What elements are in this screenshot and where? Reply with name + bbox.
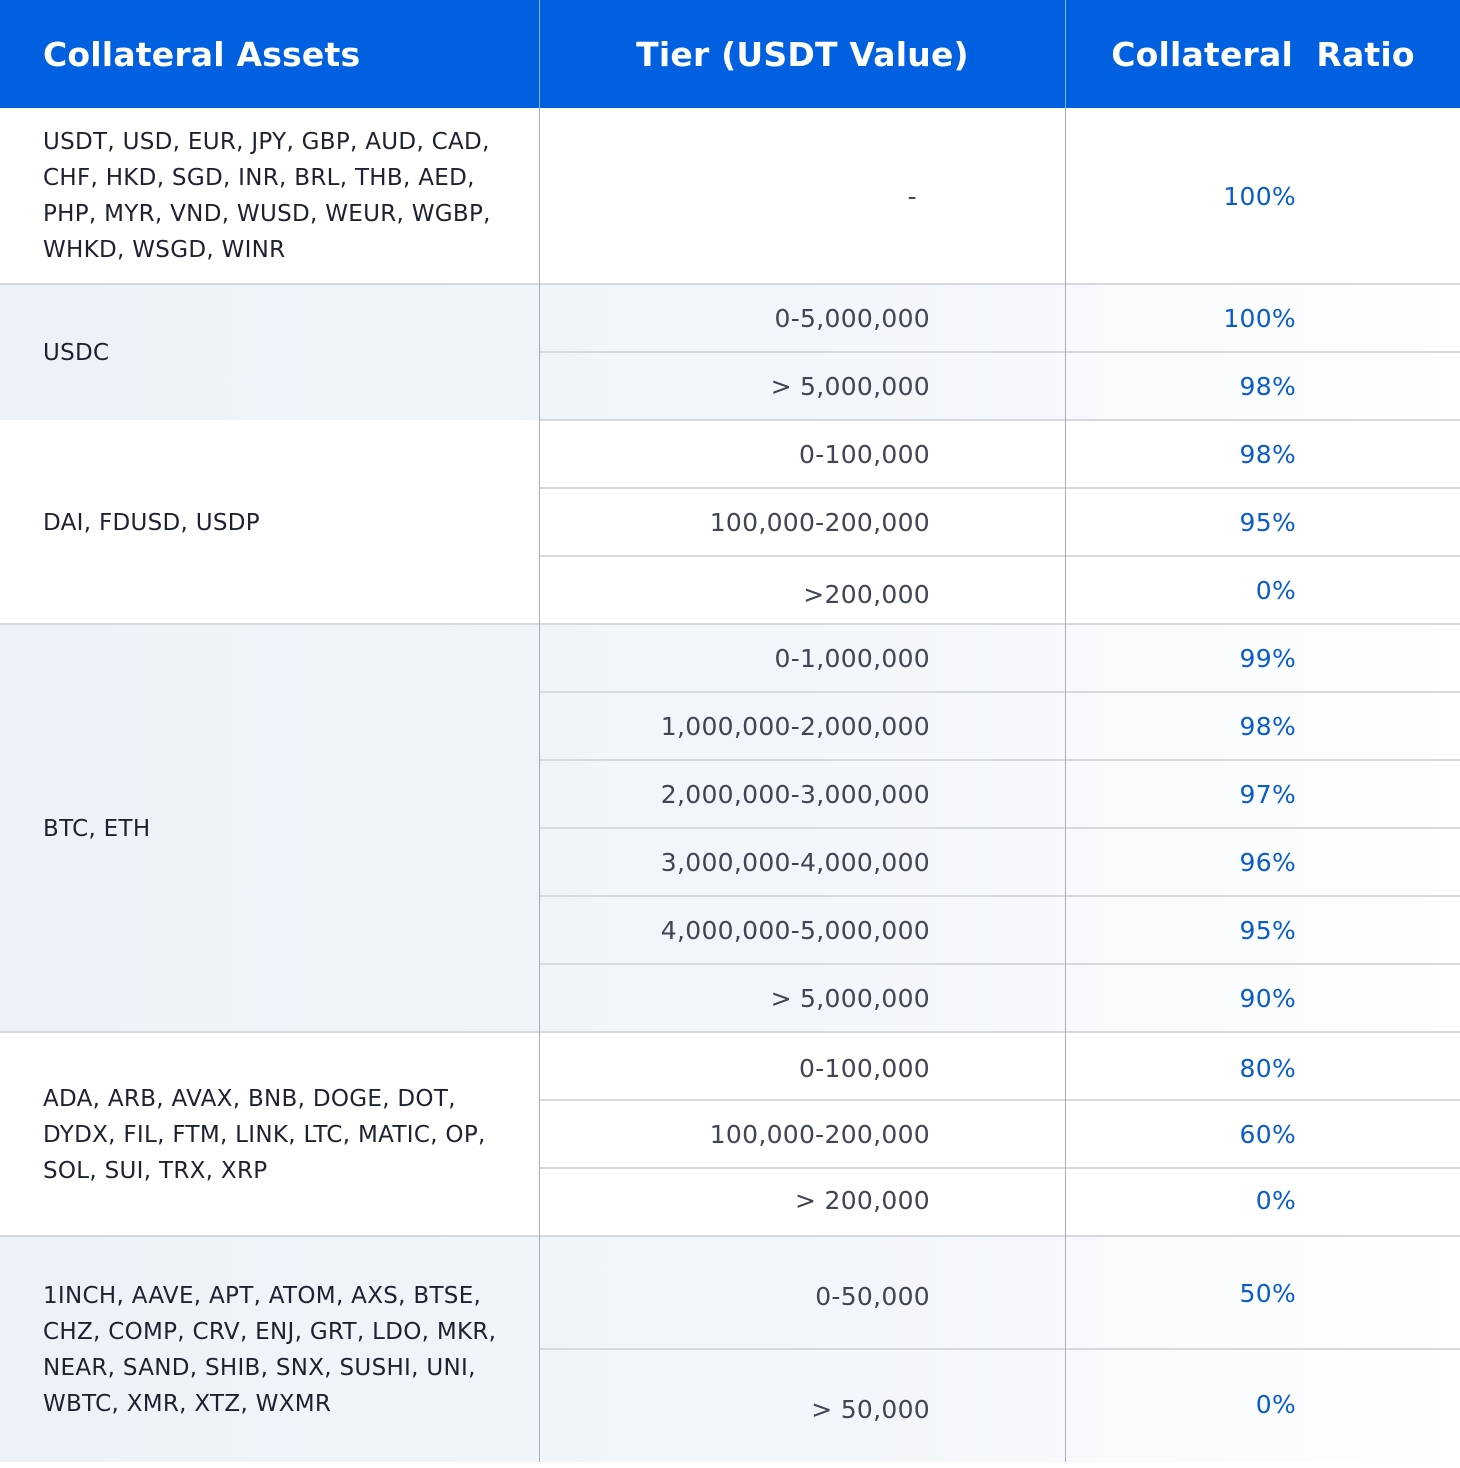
ratio-value: 60%	[1239, 1119, 1296, 1149]
column-divider	[1065, 108, 1066, 1462]
ratio-value: 98%	[1239, 372, 1296, 401]
tier-value: 3,000,000-4,000,000	[660, 847, 930, 877]
ratio-value: 99%	[1239, 643, 1296, 673]
ratio-value: 100%	[1223, 181, 1296, 211]
tier-value: 0-100,000	[798, 1053, 930, 1083]
tier-row: 0-100,000 80%	[540, 1033, 1460, 1103]
ratio-value: 98%	[1239, 711, 1296, 741]
tier-value: 0-50,000	[815, 1281, 930, 1311]
asset-group-usdc: USDC 0-5,000,000 100% > 5,000,000 98%	[0, 285, 1460, 420]
ratio-value: 96%	[1239, 847, 1296, 877]
row-divider	[540, 419, 1460, 421]
tier-value: 0-1,000,000	[774, 643, 930, 673]
ratio-value: 95%	[1239, 507, 1296, 537]
tier-value: 1,000,000-2,000,000	[660, 711, 930, 741]
header-divider	[1065, 0, 1066, 108]
row-divider	[540, 555, 1460, 557]
row-divider	[0, 623, 1460, 625]
tier-value: 100,000-200,000	[709, 507, 930, 537]
tier-row: 0-50,000 50%	[540, 1237, 1460, 1355]
header-tier: Tier (USDT Value)	[636, 34, 969, 74]
asset-group-fiat: USDT, USD, EUR, JPY, GBP, AUD, CAD, CHF,…	[0, 108, 1460, 284]
row-divider	[540, 487, 1460, 489]
tier-row: 0-100,000 98%	[540, 421, 1460, 487]
table-header: Collateral Assets Tier (USDT Value) Coll…	[0, 0, 1460, 108]
column-divider	[539, 108, 540, 1462]
row-divider	[540, 895, 1460, 897]
tier-row: >200,000 0%	[540, 561, 1460, 627]
tier-value: >200,000	[803, 579, 930, 609]
asset-list: BTC, ETH	[43, 815, 151, 842]
header-divider	[539, 0, 540, 108]
ratio-value: 100%	[1223, 304, 1296, 333]
tier-value: -	[907, 181, 917, 211]
asset-list: DAI, FDUSD, USDP	[43, 509, 260, 536]
tier-value: 0-5,000,000	[774, 304, 930, 333]
row-divider	[540, 759, 1460, 761]
tier-row: 0-5,000,000 100%	[540, 285, 1460, 352]
tier-value: > 5,000,000	[770, 983, 930, 1013]
row-divider	[0, 1235, 1460, 1237]
asset-group-dai: DAI, FDUSD, USDP 0-100,000 98% 100,000-2…	[0, 421, 1460, 624]
row-divider	[0, 283, 1460, 285]
ratio-value: 0%	[1255, 575, 1296, 605]
ratio-value: 50%	[1239, 1278, 1296, 1308]
tier-value: > 5,000,000	[770, 372, 930, 401]
ratio-value: 95%	[1239, 915, 1296, 945]
row-divider	[540, 1167, 1460, 1169]
tier-value: 4,000,000-5,000,000	[660, 915, 930, 945]
tier-row: > 50,000 0%	[540, 1350, 1460, 1468]
row-divider	[0, 1031, 1460, 1033]
ratio-value: 97%	[1239, 779, 1296, 809]
asset-list: USDT, USD, EUR, JPY, GBP, AUD, CAD, CHF,…	[43, 129, 491, 263]
ratio-value: 80%	[1239, 1053, 1296, 1083]
tier-value: 100,000-200,000	[709, 1119, 930, 1149]
tier-row: 3,000,000-4,000,000 96%	[540, 829, 1460, 895]
header-collateral-ratio: Collateral Ratio	[1111, 34, 1415, 74]
tier-value: 2,000,000-3,000,000	[660, 779, 930, 809]
row-divider	[540, 1099, 1460, 1101]
ratio-value: 0%	[1255, 1389, 1296, 1419]
tier-row: 100,000-200,000 95%	[540, 489, 1460, 555]
tier-row: 0-1,000,000 99%	[540, 625, 1460, 691]
tier-row: 1,000,000-2,000,000 98%	[540, 693, 1460, 759]
tier-row: 2,000,000-3,000,000 97%	[540, 761, 1460, 827]
tier-row: > 5,000,000 90%	[540, 965, 1460, 1031]
header-collateral-assets: Collateral Assets	[43, 34, 361, 74]
tier-row: 4,000,000-5,000,000 95%	[540, 897, 1460, 963]
asset-group-altcoins: ADA, ARB, AVAX, BNB, DOGE, DOT, DYDX, FI…	[0, 1033, 1460, 1236]
tier-row: - 100%	[540, 108, 1460, 284]
asset-list: ADA, ARB, AVAX, BNB, DOGE, DOT, DYDX, FI…	[43, 1085, 486, 1184]
tier-row: 100,000-200,000 60%	[540, 1101, 1460, 1167]
row-divider	[540, 963, 1460, 965]
row-divider	[540, 351, 1460, 353]
row-divider	[540, 691, 1460, 693]
tier-row: > 200,000 0%	[540, 1167, 1460, 1233]
tier-row: > 5,000,000 98%	[540, 353, 1460, 420]
tier-value: 0-100,000	[798, 439, 930, 469]
tier-value: > 50,000	[811, 1394, 930, 1424]
ratio-value: 90%	[1239, 983, 1296, 1013]
asset-group-small-caps: 1INCH, AAVE, APT, ATOM, AXS, BTSE, CHZ, …	[0, 1237, 1460, 1462]
ratio-value: 98%	[1239, 439, 1296, 469]
asset-group-btc-eth: BTC, ETH 0-1,000,000 99% 1,000,000-2,000…	[0, 625, 1460, 1032]
asset-list: 1INCH, AAVE, APT, ATOM, AXS, BTSE, CHZ, …	[43, 1282, 497, 1417]
asset-list: USDC	[43, 339, 110, 366]
row-divider	[540, 1348, 1460, 1350]
row-divider	[540, 827, 1460, 829]
tier-value: > 200,000	[795, 1185, 930, 1215]
ratio-value: 0%	[1255, 1185, 1296, 1215]
